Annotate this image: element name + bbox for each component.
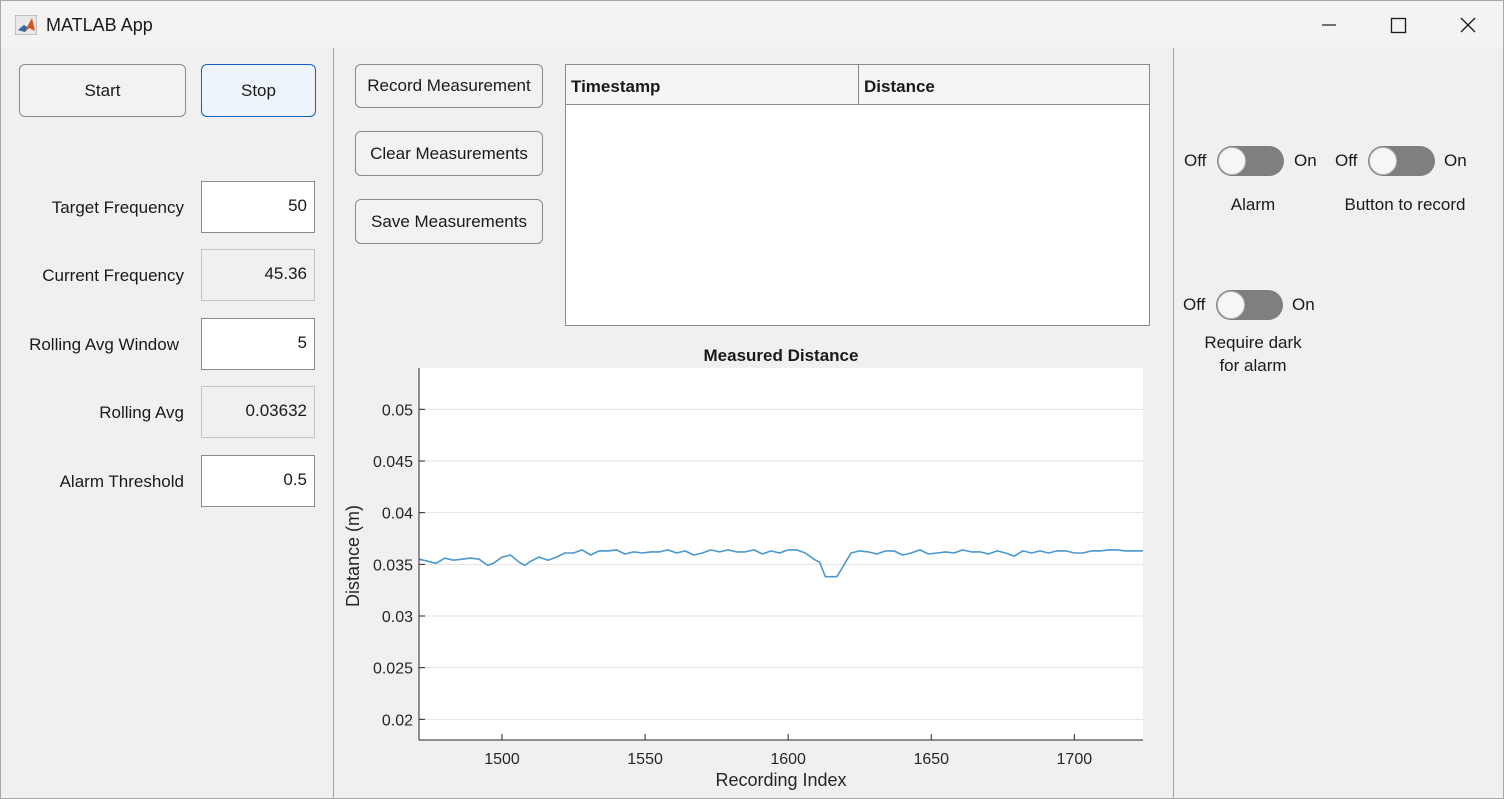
column-header-distance[interactable]: Distance — [858, 65, 1149, 104]
rolling-avg-label: Rolling Avg — [99, 403, 184, 423]
button-to-record-caption: Button to record — [1335, 195, 1475, 215]
stop-button[interactable]: Stop — [201, 64, 316, 117]
rolling-avg-window-label: Rolling Avg Window — [29, 335, 179, 355]
y-tick-label: 0.04 — [382, 506, 413, 523]
x-tick-label: 1600 — [770, 751, 806, 768]
maximize-button[interactable] — [1375, 9, 1421, 41]
record-switch-off-label: Off — [1335, 151, 1357, 171]
alarm-switch-caption: Alarm — [1203, 195, 1303, 215]
start-button[interactable]: Start — [19, 64, 186, 117]
require-dark-caption-line2: for alarm — [1193, 356, 1313, 376]
current-frequency-label: Current Frequency — [42, 266, 184, 286]
save-measurements-button[interactable]: Save Measurements — [355, 199, 543, 244]
x-tick-label: 1650 — [913, 751, 949, 768]
distance-chart: 0.02 0.025 0.03 0.035 0.04 0.045 0.05 1500 1550 1… — [334, 338, 1174, 798]
alarm-switch-on-label: On — [1294, 151, 1317, 171]
x-axis-label: Recording Index — [715, 770, 846, 790]
target-frequency-label: Target Frequency — [52, 198, 184, 218]
chart-title: Measured Distance — [704, 346, 859, 365]
dark-switch-off-label: Off — [1183, 295, 1205, 315]
title-bar: MATLAB App — [1, 1, 1503, 48]
measurements-table[interactable]: Timestamp Distance — [565, 64, 1150, 326]
record-switch-on-label: On — [1444, 151, 1467, 171]
rolling-avg-field: 0.03632 — [201, 386, 315, 438]
require-dark-switch[interactable] — [1216, 290, 1283, 320]
switch-knob — [1369, 147, 1397, 175]
y-tick-label: 0.025 — [373, 661, 413, 678]
switch-knob — [1218, 147, 1246, 175]
plot-area — [419, 368, 1143, 740]
alarm-threshold-field[interactable]: 0.5 — [201, 455, 315, 507]
y-tick-label: 0.035 — [373, 557, 413, 574]
window-title: MATLAB App — [46, 15, 153, 36]
y-tick-label: 0.05 — [382, 402, 413, 419]
require-dark-caption-line1: Require dark — [1193, 333, 1313, 353]
x-tick-label: 1500 — [484, 751, 520, 768]
close-icon — [1445, 9, 1491, 41]
record-measurement-button[interactable]: Record Measurement — [355, 64, 543, 108]
maximize-icon — [1375, 9, 1421, 41]
alarm-switch[interactable] — [1217, 146, 1284, 176]
x-tick-label: 1550 — [627, 751, 663, 768]
x-tick-label: 1700 — [1057, 751, 1093, 768]
table-header: Timestamp Distance — [566, 65, 1149, 105]
y-tick-label: 0.03 — [382, 609, 413, 626]
dark-switch-on-label: On — [1292, 295, 1315, 315]
y-tick-label: 0.045 — [373, 454, 413, 471]
y-tick-label: 0.02 — [382, 712, 413, 729]
target-frequency-field[interactable]: 50 — [201, 181, 315, 233]
y-axis-label: Distance (m) — [343, 505, 363, 607]
minimize-icon — [1306, 9, 1352, 41]
button-to-record-switch[interactable] — [1368, 146, 1435, 176]
column-header-timestamp[interactable]: Timestamp — [566, 65, 858, 104]
switch-knob — [1217, 291, 1245, 319]
minimize-button[interactable] — [1306, 9, 1352, 41]
close-window-button[interactable] — [1445, 9, 1491, 41]
alarm-threshold-label: Alarm Threshold — [60, 472, 184, 492]
alarm-switch-off-label: Off — [1184, 151, 1206, 171]
current-frequency-field: 45.36 — [201, 249, 315, 301]
matlab-logo-icon — [15, 15, 37, 35]
clear-measurements-button[interactable]: Clear Measurements — [355, 131, 543, 176]
rolling-avg-window-field[interactable]: 5 — [201, 318, 315, 370]
